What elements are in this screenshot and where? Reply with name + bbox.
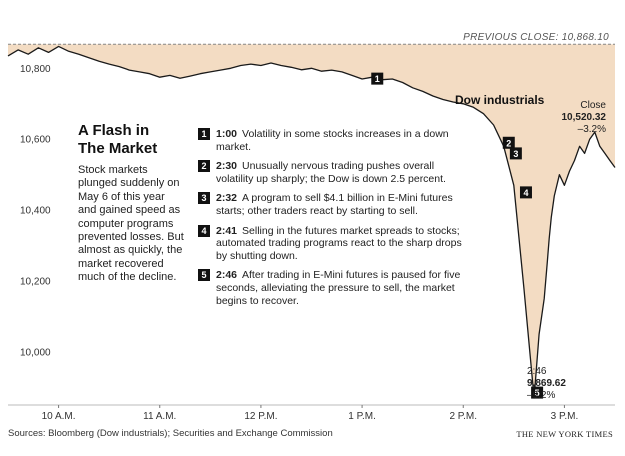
svg-text:3: 3 bbox=[513, 149, 518, 159]
x-tick-label: 11 A.M. bbox=[143, 411, 176, 422]
sidebar-title: A Flash in The Market bbox=[78, 122, 186, 158]
low-annotation: 2:469,869.62–9.2% bbox=[527, 366, 566, 401]
event-item-4: 4 2:41 Selling in the futures market sprea… bbox=[198, 224, 470, 263]
event-time: 2:41 bbox=[216, 224, 238, 237]
svg-text:2: 2 bbox=[506, 138, 511, 148]
event-marker-2: 2 bbox=[502, 136, 515, 149]
series-label: Dow industrials bbox=[455, 93, 545, 107]
event-time: 1:00 bbox=[216, 128, 238, 140]
event-badge: 2 bbox=[198, 160, 210, 173]
event-text: Unusually nervous trading pushes overall… bbox=[216, 160, 446, 185]
sidebar-title-line-1: A Flash in bbox=[78, 122, 150, 139]
event-marker-4: 4 bbox=[519, 186, 532, 199]
event-item-3: 3 2:32 A program to sell $4.1 billion in E… bbox=[198, 192, 470, 217]
previous-close-label: PREVIOUS CLOSE: 10,868.10 bbox=[463, 32, 609, 43]
x-tick-label: 1 P.M. bbox=[348, 411, 376, 422]
svg-text:4: 4 bbox=[523, 188, 528, 198]
y-tick-label: 10,600 bbox=[20, 135, 51, 146]
event-text: A program to sell $4.1 billion in E-Mini… bbox=[216, 192, 453, 217]
close-annotation-line: –3.2% bbox=[578, 124, 606, 135]
low-annotation-line: 9,869.62 bbox=[527, 378, 566, 389]
svg-text:5: 5 bbox=[535, 388, 540, 398]
event-time: 2:32 bbox=[216, 192, 238, 205]
event-time: 2:46 bbox=[216, 269, 238, 282]
close-annotation-line: Close bbox=[580, 100, 606, 111]
event-item-5: 5 2:46 After trading in E-Mini futures is … bbox=[198, 269, 470, 307]
event-item-2: 2 2:30 Unusually nervous trading pushes ov… bbox=[198, 160, 470, 185]
sidebar-title-line-2: The Market bbox=[78, 140, 158, 157]
y-tick-label: 10,200 bbox=[20, 276, 51, 287]
event-list: 1 1:00 Volatility in some stocks increases… bbox=[198, 128, 470, 314]
close-annotation-line: 10,520.32 bbox=[562, 112, 607, 123]
sources-note: Sources: Bloomberg (Dow industrials); Se… bbox=[8, 428, 333, 439]
event-badge: 1 bbox=[198, 128, 210, 140]
sidebar: A Flash in The Market Stock markets plun… bbox=[78, 122, 186, 285]
sidebar-text: Stock markets plunged suddenly on May 6 … bbox=[78, 164, 184, 284]
decline-area bbox=[8, 44, 615, 398]
y-tick-label: 10,400 bbox=[20, 206, 51, 217]
low-annotation-line: 2:46 bbox=[527, 366, 547, 377]
x-tick-label: 3 P.M. bbox=[551, 411, 579, 422]
event-badge: 5 bbox=[198, 269, 210, 282]
event-text: After trading in E-Mini futures is pause… bbox=[216, 269, 461, 307]
low-annotation-line: –9.2% bbox=[527, 390, 555, 401]
dow-series-line bbox=[7, 45, 616, 399]
event-badge: 3 bbox=[198, 192, 210, 205]
x-tick-label: 12 P.M. bbox=[244, 411, 277, 422]
event-text: Volatility in some stocks increases in a… bbox=[216, 128, 449, 153]
credit-line: THE NEW YORK TIMES bbox=[516, 429, 613, 439]
event-text: Selling in the futures market spreads to… bbox=[216, 224, 462, 262]
y-tick-label: 10,800 bbox=[20, 64, 51, 75]
svg-text:1: 1 bbox=[375, 74, 380, 84]
y-tick-label: 10,000 bbox=[20, 347, 51, 358]
event-marker-3: 3 bbox=[509, 147, 522, 160]
event-marker-1: 1 bbox=[371, 72, 384, 85]
event-time: 2:30 bbox=[216, 160, 238, 173]
event-badge: 4 bbox=[198, 224, 210, 237]
x-tick-label: 10 A.M. bbox=[42, 411, 76, 422]
x-tick-label: 2 P.M. bbox=[449, 411, 477, 422]
event-item-1: 1 1:00 Volatility in some stocks increases… bbox=[198, 128, 470, 153]
event-marker-5: 5 bbox=[531, 386, 544, 399]
